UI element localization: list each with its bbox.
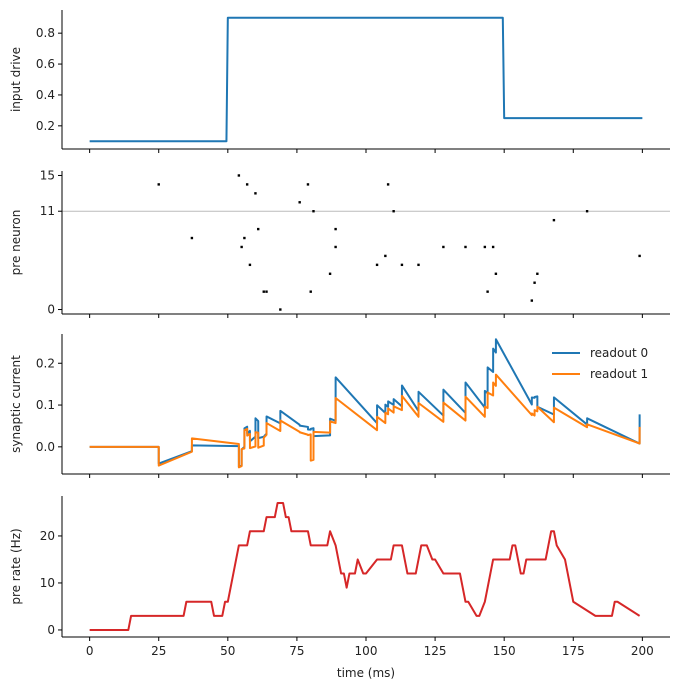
spike-point [530,299,534,302]
y-tick-label: 0 [47,623,55,637]
spike-point [585,210,589,213]
spike-point [533,281,536,284]
x-tick-label: 200 [631,644,654,658]
spike-point [392,210,395,213]
spike-point [279,308,282,311]
y-tick-label: 0.0 [36,440,55,454]
y-tick-label: 0 [47,303,55,317]
spike-point [306,183,310,186]
spike-point [309,290,312,293]
pre-neuron-raster-panel: 0 11 15 pre neuron [9,168,670,318]
spike-point [243,236,246,240]
x-tick-label: 75 [289,644,304,658]
synaptic-current-panel: 0.0 0.1 0.2 synaptic current readout 0 readou… [9,334,670,478]
y-axis-label: synaptic current [9,355,23,453]
input-drive-panel: 0.2 0.4 0.6 0.8 input drive [9,10,670,153]
x-tick-label: 0 [86,644,94,658]
spike-point [491,245,495,249]
series-line-0 [89,502,641,631]
series-line-0 [89,338,641,469]
spike-point [464,245,467,249]
y-tick-label: 20 [40,529,55,543]
spike-point [298,201,301,204]
x-tick-label: 100 [355,644,378,658]
y-tick-label: 11 [40,204,55,218]
x-tick-label: 50 [220,644,235,658]
spike-point [157,183,160,186]
spike-point [254,192,257,195]
x-tick-label: 150 [493,644,516,658]
spike-point [248,263,252,267]
spike-point [638,254,641,258]
spike-point [384,254,387,258]
spike-point [265,290,268,293]
x-tick-label: 175 [562,644,585,658]
spike-point [328,272,332,275]
series-line-1 [89,373,641,469]
y-tick-label: 0.1 [36,398,55,412]
y-axis-label: input drive [9,47,23,112]
spike-point [442,245,445,249]
spike-point [417,263,420,267]
legend-label-1: readout 1 [590,367,648,381]
series-line-0 [89,16,643,143]
spike-point [552,218,556,222]
y-tick-label: 0.4 [36,88,55,102]
x-axis-label: time (ms) [337,666,395,680]
spike-point [334,245,337,249]
x-tick-label: 25 [151,644,166,658]
spike-point [262,290,265,293]
y-axis-label: pre neuron [9,210,23,276]
spike-point [386,183,390,186]
spike-point [486,290,489,293]
y-tick-label: 0.6 [36,57,55,71]
spike-point [483,245,487,249]
spike-point [257,227,260,231]
x-tick-label: 125 [424,644,447,658]
spike-point [245,183,249,186]
spike-point [494,272,498,275]
y-tick-label: 0.2 [36,356,55,370]
y-tick-label: 10 [40,576,55,590]
spike-point [375,263,379,267]
spike-point [240,245,243,249]
spike-point [312,210,315,213]
spike-point [334,227,337,231]
spike-point [400,263,404,267]
spike-point [190,236,194,240]
y-axis-label: pre rate (Hz) [9,528,23,604]
y-tick-label: 0.2 [36,119,55,133]
spike-point [237,174,241,177]
spike-point [536,272,539,275]
y-tick-label: 15 [40,168,55,182]
y-tick-label: 0.8 [36,26,55,40]
legend-label-0: readout 0 [590,346,648,360]
